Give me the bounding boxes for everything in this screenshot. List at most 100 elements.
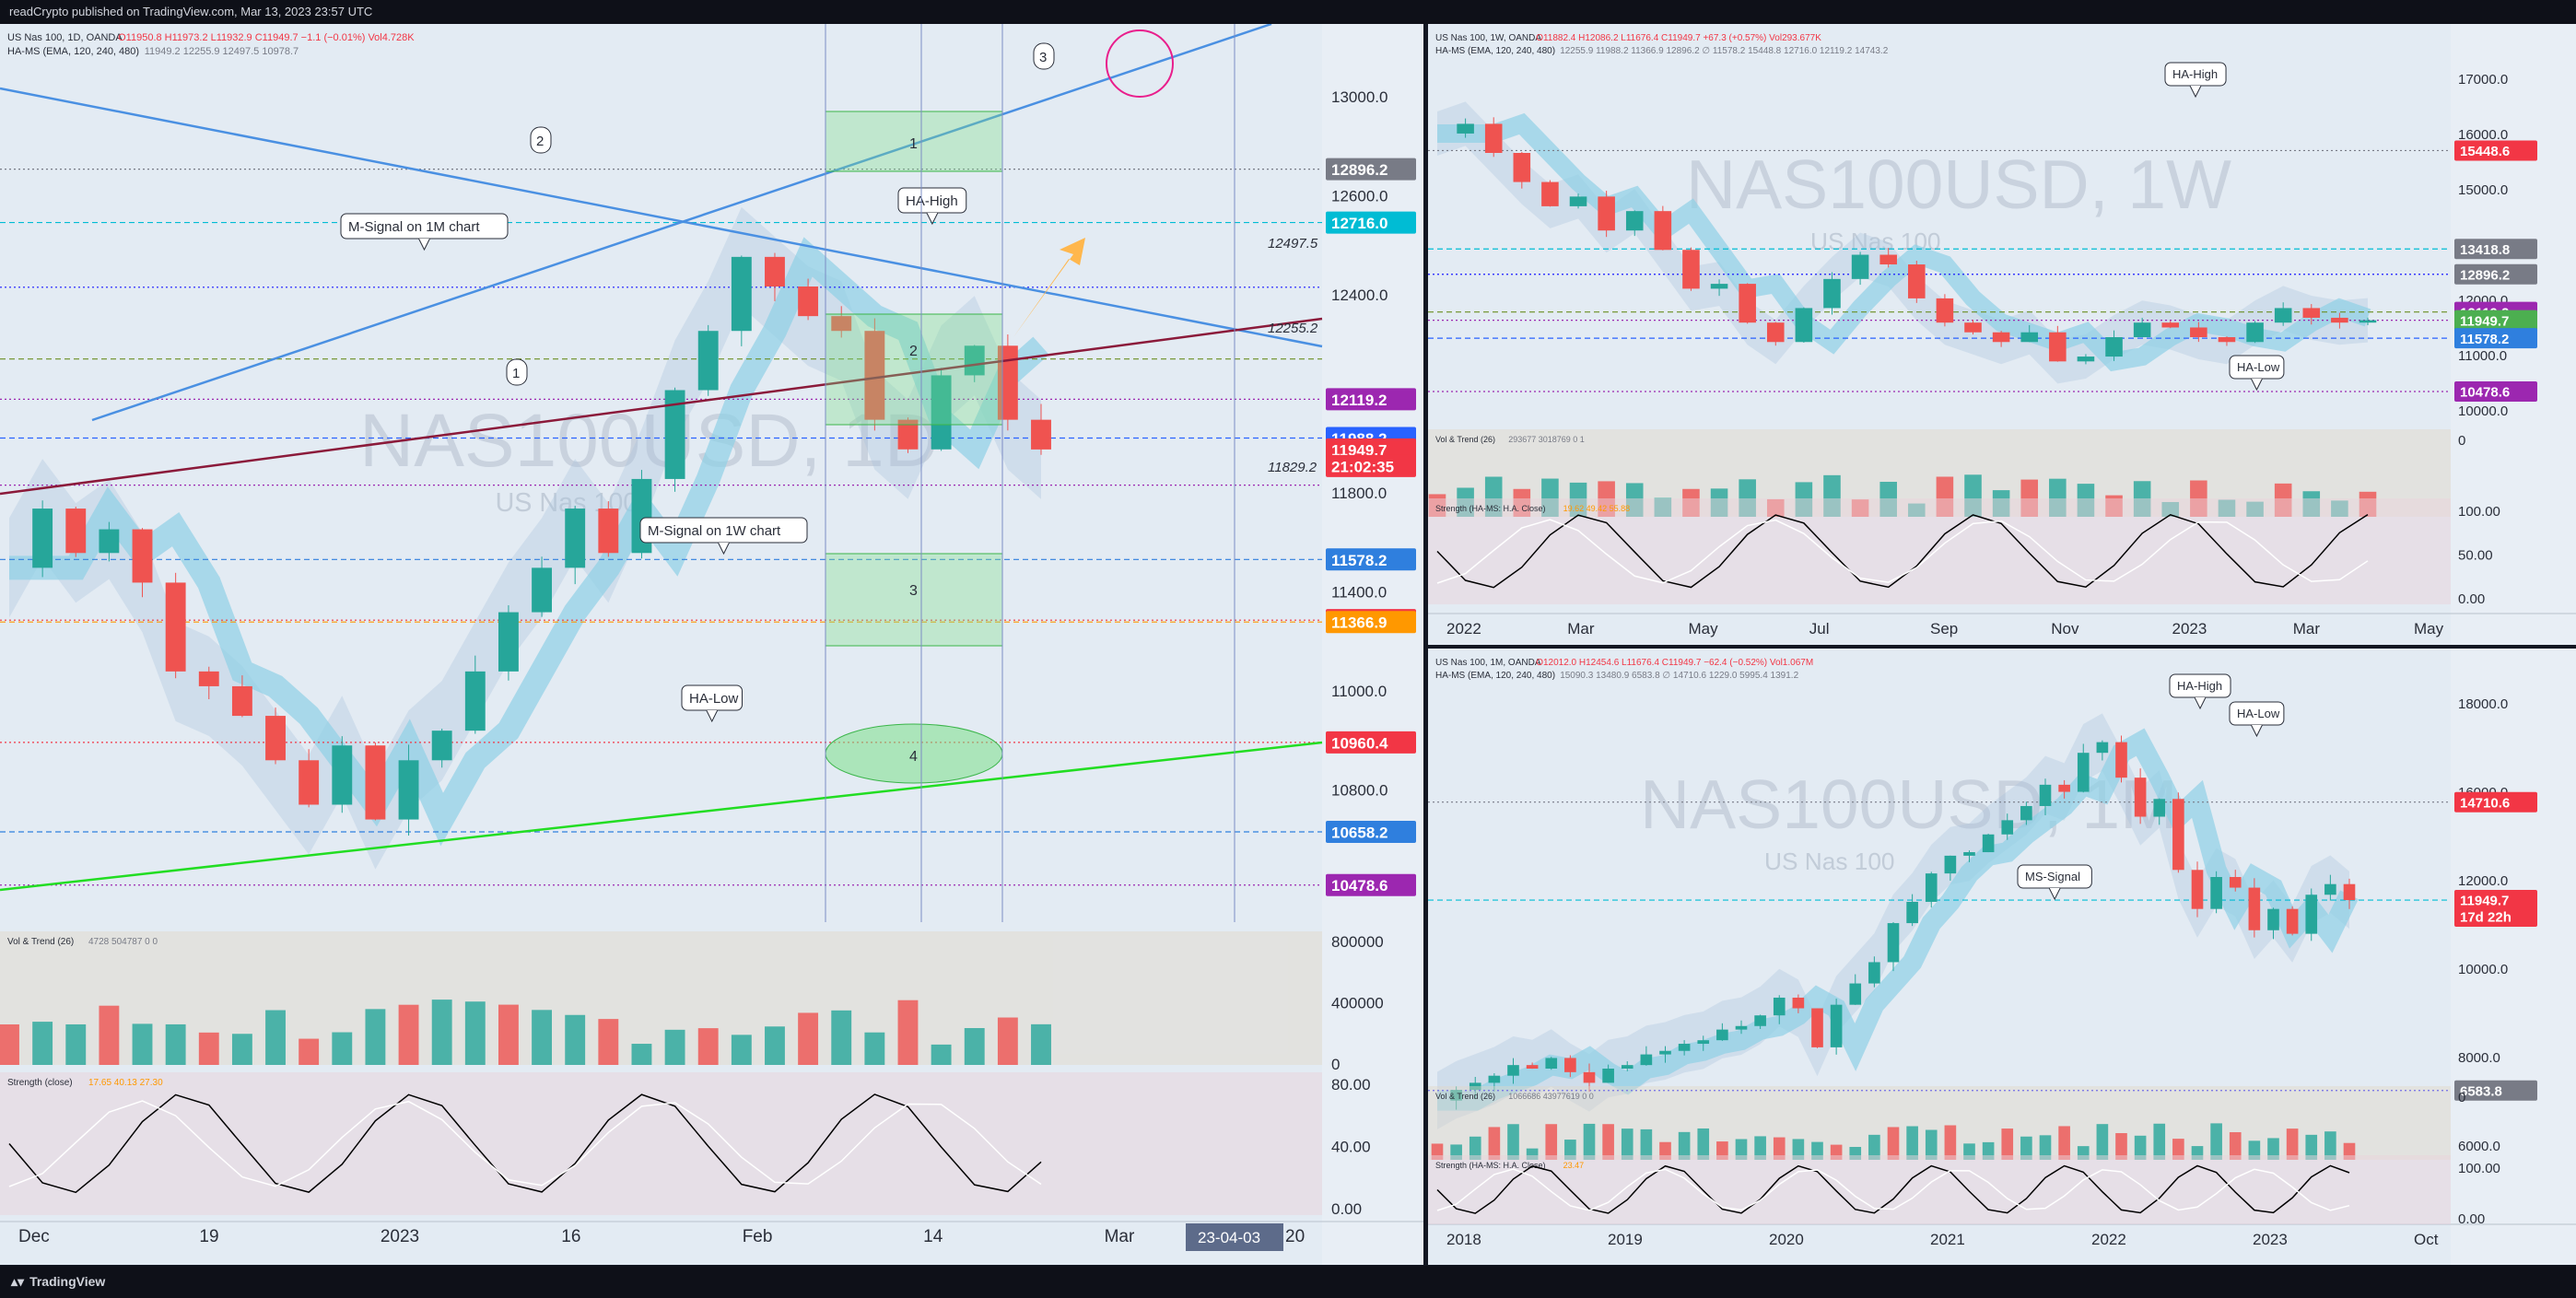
volume-bar xyxy=(1735,1139,1748,1160)
strength-tick: 0.00 xyxy=(1331,1200,1362,1218)
callout-label: M-Signal on 1M chart xyxy=(348,219,480,235)
candle-body xyxy=(1944,855,1957,874)
candle-body xyxy=(1936,298,1954,323)
callout-pointer xyxy=(926,212,939,226)
volume-bar xyxy=(332,1032,353,1065)
volume-tick: 0 xyxy=(2458,1090,2465,1105)
candle-body xyxy=(1823,278,1841,309)
chart-panel-1m[interactable]: US Nas 100, 1M, OANDA O12012.0 H12454.6 L… xyxy=(1428,649,2576,1265)
price-label: 11578.2 xyxy=(2460,332,2509,347)
candle-body xyxy=(1469,1082,1481,1091)
candle-body xyxy=(1488,1075,1501,1083)
volume-bar xyxy=(964,1027,985,1065)
candle-body xyxy=(2115,742,2127,778)
legend-ohlc: O11882.4 H12086.2 L11676.4 C11949.7 +67.… xyxy=(1536,33,1821,43)
candle-body xyxy=(1507,1065,1519,1076)
candle-body xyxy=(2331,317,2348,323)
volume-bar xyxy=(1583,1123,1596,1160)
price-label: 11949.7 xyxy=(2460,894,2509,909)
price-label: 11949.7 xyxy=(2460,313,2509,329)
volume-bar xyxy=(231,1034,252,1065)
candle-body xyxy=(1982,834,1995,853)
time-tick: Mar xyxy=(1567,620,1595,637)
marker-bubble xyxy=(530,126,552,154)
ha-cloud xyxy=(1437,713,2349,1129)
time-tick: 2023 xyxy=(381,1227,419,1246)
candle-body xyxy=(2161,322,2180,328)
candle-body xyxy=(2049,332,2067,362)
callout-pointer xyxy=(718,542,730,555)
callout-label: MS-Signal xyxy=(2025,870,2080,883)
candle-body xyxy=(332,745,353,805)
volume-bar xyxy=(598,1019,619,1065)
time-tick: May xyxy=(1689,620,1719,637)
candle-body xyxy=(1879,254,1897,265)
watermark: NAS100USD, 1W xyxy=(1686,146,2231,223)
volume-bar xyxy=(1944,1125,1957,1160)
volume-bar xyxy=(831,1010,852,1065)
candle-body xyxy=(2105,337,2123,357)
time-tick: Oct xyxy=(2414,1231,2439,1248)
price-label-bg xyxy=(1326,611,1416,634)
price-label-bg xyxy=(1326,211,1416,234)
strength-tick: 80.00 xyxy=(1331,1076,1371,1093)
price-label: 14710.6 xyxy=(2460,795,2510,811)
strength-line xyxy=(1436,1164,2350,1214)
volume-bar xyxy=(1792,1139,1805,1160)
time-tick: Mar xyxy=(2293,620,2321,637)
price-label: 12716.0 xyxy=(1331,215,1388,232)
inline-level-label: 12497.5 xyxy=(1268,236,1318,251)
candle-body xyxy=(2020,332,2039,343)
price-tick: 15000.0 xyxy=(2458,182,2508,198)
price-label: 6583.8 xyxy=(2460,1083,2502,1099)
inline-level-label: 11829.2 xyxy=(1268,460,1317,475)
zone-box xyxy=(825,313,1003,426)
candle-body xyxy=(2133,322,2151,337)
volume-title: Vol & Trend (26) xyxy=(1435,435,1495,444)
chart-panel-1d[interactable]: US Nas 100, 1D, OANDA O11950.8 H11973.2 L… xyxy=(0,24,1423,1265)
volume-bar xyxy=(2229,1132,2242,1160)
volume-bar xyxy=(2324,1131,2336,1160)
volume-bar xyxy=(997,1017,1018,1065)
strength-tick: 100.00 xyxy=(2458,504,2500,520)
strength-values: 19.62 49.42 55.88 xyxy=(1563,504,1631,513)
time-tick: 2020 xyxy=(1769,1231,1804,1248)
legend-title: US Nas 100, 1W, OANDA xyxy=(1435,33,1541,43)
candle-body xyxy=(1031,419,1051,450)
price-label-bg xyxy=(1326,821,1416,844)
strength-values: 23.47 xyxy=(1563,1161,1585,1170)
candle-body xyxy=(2302,308,2321,318)
price-label-bg xyxy=(1326,873,1416,896)
candle-body xyxy=(365,745,386,820)
candle-body xyxy=(2324,883,2336,895)
price-tick: 12400.0 xyxy=(1331,286,1388,304)
candle-body xyxy=(1621,1065,1633,1069)
candle-body xyxy=(1682,250,1700,289)
volume-bar xyxy=(198,1032,219,1065)
price-label-bg xyxy=(2454,381,2537,403)
time-tick: 2019 xyxy=(1608,1231,1643,1248)
price-label: 10478.6 xyxy=(2460,385,2510,401)
candle-body xyxy=(398,760,419,820)
strength-signal-line xyxy=(1436,519,2369,584)
candle-body xyxy=(1739,284,1756,323)
volume-bar xyxy=(2115,1133,2127,1160)
chart-panel-1w[interactable]: US Nas 100, 1W, OANDA O11882.4 H12086.2 L… xyxy=(1428,24,2576,645)
volume-bar xyxy=(265,1010,286,1065)
volume-bar xyxy=(2267,1138,2279,1160)
volume-bar xyxy=(2039,1135,2052,1160)
time-tick: 2021 xyxy=(1930,1231,1965,1248)
volume-title: Vol & Trend (26) xyxy=(1435,1092,1495,1101)
candle-body xyxy=(1964,322,1982,333)
time-tick: 20 xyxy=(1285,1227,1305,1246)
candle-body xyxy=(765,256,785,286)
candle-body xyxy=(1795,308,1813,343)
candle-body xyxy=(1678,1044,1691,1051)
time-tick: Feb xyxy=(743,1227,773,1246)
candle-body xyxy=(664,390,685,479)
strength-line xyxy=(1436,513,2369,589)
candle-body xyxy=(2153,799,2166,817)
